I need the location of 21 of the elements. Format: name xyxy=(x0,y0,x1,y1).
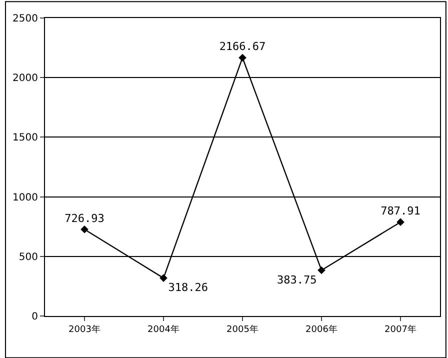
data-label: 787.91 xyxy=(380,204,420,218)
point xyxy=(238,54,246,62)
x-tick-label: 2007年 xyxy=(384,324,416,335)
point xyxy=(160,274,168,282)
y-tick-label: 0 xyxy=(32,312,38,322)
x-tick-label: 2005年 xyxy=(226,324,258,335)
y-tick-label: 1000 xyxy=(12,192,38,204)
y-tick-label: 1500 xyxy=(12,132,38,144)
x-tick-label: 2004年 xyxy=(148,324,180,335)
x-tick-label: 2003年 xyxy=(68,324,100,335)
point xyxy=(396,218,404,226)
y-tick-label: 500 xyxy=(18,252,38,263)
data-label: 383.75 xyxy=(277,273,317,286)
x-tick-label: 2006年 xyxy=(306,324,338,335)
point xyxy=(80,225,88,234)
y-tick-label: 2000 xyxy=(12,73,38,84)
data-label: 726.93 xyxy=(64,212,104,225)
y-tick-label: 2500 xyxy=(12,14,38,24)
data-label: 2166.67 xyxy=(219,40,266,54)
point xyxy=(318,266,326,274)
data-label: 318.26 xyxy=(168,281,208,294)
